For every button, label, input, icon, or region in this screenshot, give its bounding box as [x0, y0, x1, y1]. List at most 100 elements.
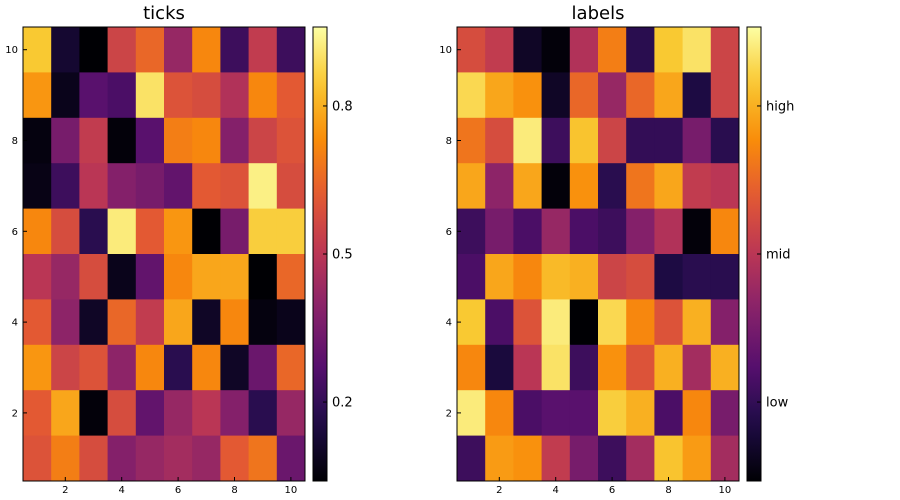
heatmap-cell	[626, 435, 655, 482]
heatmap-cell	[220, 299, 249, 346]
heatmap-cell	[541, 254, 571, 300]
colorbar-ticks: low mid high	[757, 99, 794, 411]
heatmap-cell	[248, 27, 278, 73]
heatmap-cell	[135, 344, 165, 391]
heatmap-cell	[23, 27, 52, 73]
heatmap-cells	[23, 27, 306, 482]
heatmap-cell	[220, 390, 249, 436]
x-tick-label: 6	[175, 485, 181, 496]
heatmap-cell	[135, 208, 165, 255]
heatmap-cell	[598, 163, 627, 209]
heatmap-cell	[710, 390, 740, 436]
heatmap-cell	[220, 72, 249, 119]
heatmap-cell	[192, 390, 221, 436]
heatmap-cell	[682, 208, 712, 255]
heatmap-cell	[192, 208, 221, 255]
heatmap-cell	[710, 344, 740, 391]
heatmap-cell	[710, 208, 740, 255]
heatmap-cell	[654, 163, 683, 209]
x-tick-label: 10	[285, 485, 298, 496]
heatmap-cell	[164, 117, 193, 164]
y-tick-label: 8	[12, 136, 18, 147]
heatmap-cell	[107, 72, 137, 119]
heatmap-cell	[79, 299, 108, 346]
heatmap-cell	[513, 344, 542, 391]
heatmap-cell	[164, 72, 193, 119]
heatmap-cell	[164, 208, 193, 255]
axis-ticks: 2 4 6 8 10 2 4 6 8 10	[5, 45, 297, 496]
heatmap-cell	[248, 344, 278, 391]
heatmap-cell	[710, 254, 740, 300]
heatmap-cell	[654, 117, 683, 164]
heatmap-cell	[51, 299, 80, 346]
heatmap-cell	[79, 117, 108, 164]
heatmap-cell	[164, 435, 193, 482]
heatmap-cell	[569, 254, 599, 300]
heatmap-cell	[541, 435, 571, 482]
heatmap-cell	[220, 117, 249, 164]
plot-frame	[22, 26, 306, 482]
plot-frame	[456, 26, 740, 482]
heatmap-cell	[485, 72, 514, 119]
heatmap-cell	[598, 299, 627, 346]
y-tick-label: 4	[12, 318, 18, 329]
heatmap-cell	[220, 435, 249, 482]
heatmap-cell	[569, 27, 599, 73]
heatmap-cell	[485, 390, 514, 436]
heatmap-cell	[192, 117, 221, 164]
heatmap-cell	[107, 163, 137, 209]
heatmap-cell	[485, 208, 514, 255]
heatmap-cell	[220, 163, 249, 209]
heatmap-cell	[248, 435, 278, 482]
heatmap-cell	[513, 117, 542, 164]
heatmap-cell	[248, 299, 278, 346]
heatmap-cell	[192, 27, 221, 73]
heatmap-cell	[569, 72, 599, 119]
heatmap-cell	[51, 208, 80, 255]
heatmap-cell	[220, 208, 249, 255]
heatmap-cell	[51, 27, 80, 73]
heatmap-cell	[513, 72, 542, 119]
x-tick-label: 6	[609, 485, 615, 496]
heatmap-cell	[135, 72, 165, 119]
heatmap-cell	[164, 163, 193, 209]
colorbar	[747, 27, 761, 481]
colorbar-tick-label: low	[766, 396, 789, 411]
heatmap-cell	[682, 254, 712, 300]
heatmap-panel-ticks: ticks 2 4 6 8 10 2 4 6 8 10 0.2 0.5 0.8	[5, 3, 352, 496]
heatmap-panel-labels: labels 2 4 6 8 10 2 4 6 8 10 low mid high	[439, 3, 794, 496]
heatmap-cell	[598, 117, 627, 164]
heatmap-cell	[457, 435, 486, 482]
heatmap-cell	[485, 254, 514, 300]
heatmap-cell	[164, 27, 193, 73]
heatmap-cell	[135, 299, 165, 346]
heatmap-cell	[654, 208, 683, 255]
heatmap-cell	[541, 117, 571, 164]
heatmap-cell	[654, 72, 683, 119]
y-tick-label: 10	[5, 45, 18, 56]
heatmap-cell	[23, 299, 52, 346]
heatmap-cell	[485, 299, 514, 346]
heatmap-cell	[710, 435, 740, 482]
heatmap-cell	[682, 435, 712, 482]
heatmap-cell	[192, 163, 221, 209]
heatmap-cell	[248, 390, 278, 436]
heatmap-cell	[23, 72, 52, 119]
heatmap-cell	[135, 27, 165, 73]
heatmap-cell	[485, 117, 514, 164]
heatmap-cell	[710, 117, 740, 164]
heatmap-cell	[192, 254, 221, 300]
heatmap-cell	[248, 254, 278, 300]
y-tick-label: 2	[12, 408, 18, 419]
heatmap-cell	[654, 299, 683, 346]
heatmap-cell	[107, 117, 137, 164]
heatmap-cell	[164, 344, 193, 391]
x-tick-label: 2	[496, 485, 502, 496]
heatmap-cell	[23, 344, 52, 391]
heatmap-cell	[457, 299, 486, 346]
y-tick-label: 10	[439, 45, 452, 56]
heatmap-cell	[598, 27, 627, 73]
heatmap-cell	[626, 117, 655, 164]
heatmap-cell	[654, 390, 683, 436]
heatmap-cell	[598, 208, 627, 255]
